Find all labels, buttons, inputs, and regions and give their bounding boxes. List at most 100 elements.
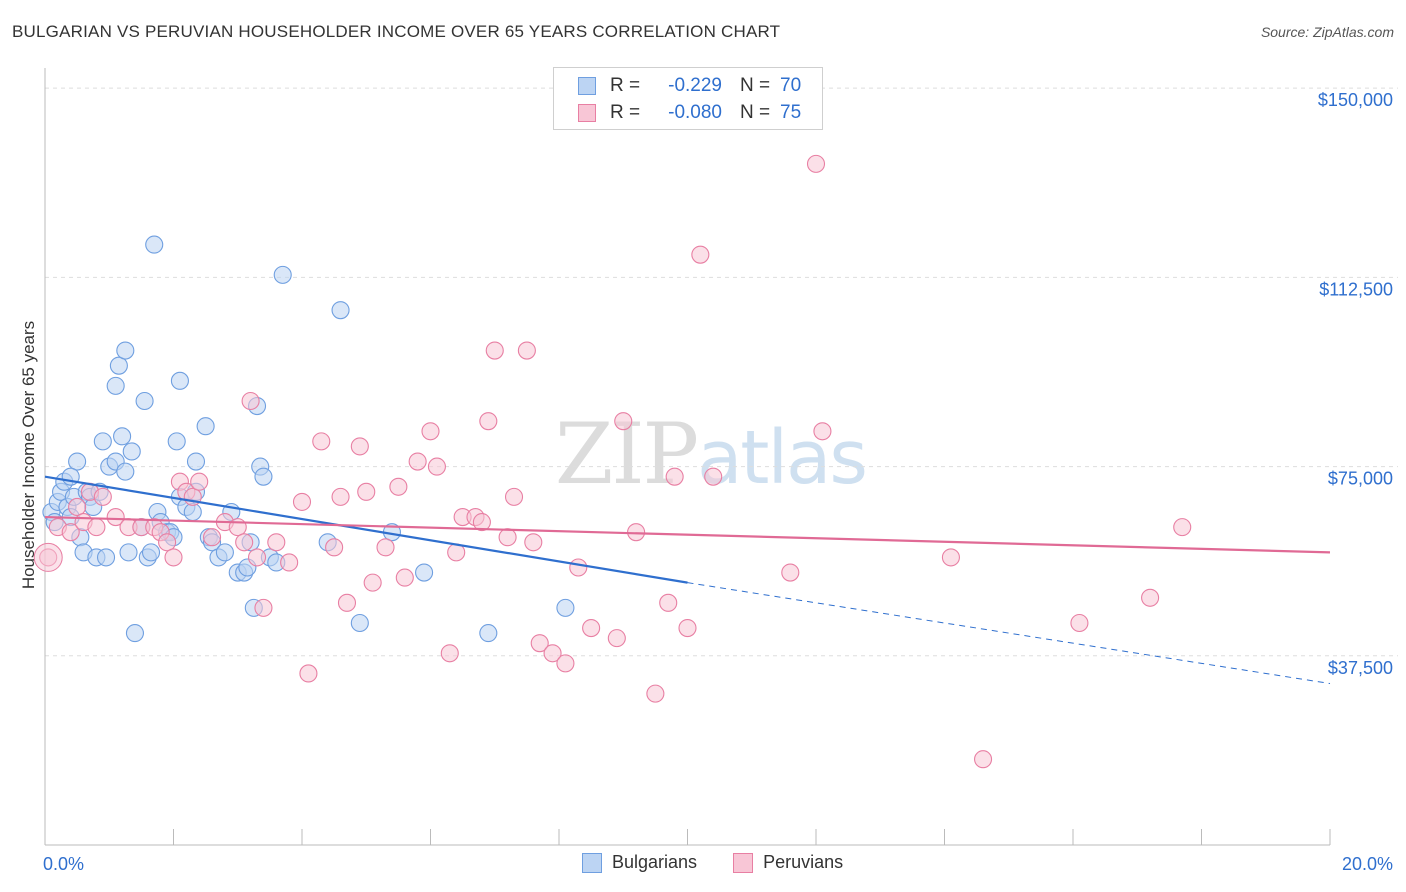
point-peruvians xyxy=(395,568,414,587)
trendline-extension-bulgarians xyxy=(687,582,1331,685)
point-peruvians xyxy=(498,528,517,547)
point-peruvians xyxy=(280,553,299,572)
point-bulgarians xyxy=(109,356,128,375)
legend-n-value: 70 xyxy=(780,75,802,96)
point-bulgarians xyxy=(106,376,125,395)
point-bulgarians xyxy=(145,235,164,254)
point-bulgarians xyxy=(135,391,154,411)
point-peruvians xyxy=(61,523,80,542)
point-peruvians xyxy=(504,487,524,506)
point-peruvians xyxy=(350,437,369,456)
point-peruvians xyxy=(659,593,678,612)
legend-row-bulgarians: R = -0.229 N = 70 xyxy=(578,74,810,98)
point-peruvians xyxy=(479,412,498,431)
y-tick-label: $37,500 xyxy=(1328,658,1393,678)
legend-label-bulgarians: Bulgarians xyxy=(612,852,698,872)
point-peruvians xyxy=(1070,613,1089,633)
point-bulgarians xyxy=(116,341,135,360)
point-peruvians xyxy=(408,452,427,471)
legend-r-label: R = xyxy=(610,102,641,123)
series-legend: Bulgarians Peruvians xyxy=(582,852,879,873)
stats-legend: R = -0.229 N = 70 R = -0.080 N = 75 xyxy=(553,67,823,130)
point-bulgarians xyxy=(116,462,135,481)
point-bulgarians xyxy=(273,265,292,284)
point-peruvians xyxy=(164,548,183,567)
point-peruvians xyxy=(254,598,273,617)
legend-swatch-peruvians xyxy=(578,104,596,122)
point-peruvians xyxy=(363,573,382,592)
legend-swatch-bulgarians xyxy=(578,77,596,95)
legend-item-bulgarians[interactable]: Bulgarians xyxy=(582,852,697,873)
point-bulgarians xyxy=(141,543,161,562)
point-peruvians xyxy=(646,684,665,703)
point-peruvians xyxy=(569,558,588,577)
point-peruvians xyxy=(427,457,446,476)
point-bulgarians xyxy=(415,563,434,582)
y-axis-title: Householder Income Over 65 years xyxy=(19,320,38,590)
trendline-bulgarians xyxy=(44,475,688,584)
point-bulgarians xyxy=(68,452,87,471)
x-tick-label: 20.0% xyxy=(1342,854,1393,874)
watermark-atlas: atlas xyxy=(697,415,868,501)
point-peruvians xyxy=(614,412,633,431)
point-peruvians xyxy=(106,507,125,527)
legend-r-label: R = xyxy=(610,75,641,96)
point-bulgarians xyxy=(479,624,498,643)
point-peruvians xyxy=(93,487,112,506)
point-peruvians xyxy=(190,472,209,491)
point-peruvians xyxy=(1141,588,1160,607)
legend-n-label: N = xyxy=(740,102,771,123)
point-peruvians xyxy=(524,533,543,552)
point-bulgarians xyxy=(125,624,144,643)
point-peruvians xyxy=(556,654,575,673)
legend-n-label: N = xyxy=(740,75,771,96)
point-peruvians xyxy=(941,548,960,567)
point-bulgarians xyxy=(119,543,138,562)
point-peruvians xyxy=(33,542,63,572)
point-peruvians xyxy=(517,341,536,360)
point-bulgarians xyxy=(350,613,369,633)
point-peruvians xyxy=(1173,518,1192,537)
y-tick-label: $112,500 xyxy=(1319,279,1393,299)
point-peruvians xyxy=(203,528,222,547)
point-peruvians xyxy=(806,154,826,173)
point-bulgarians xyxy=(113,427,132,446)
point-peruvians xyxy=(607,629,626,648)
point-bulgarians xyxy=(556,598,575,617)
point-peruvians xyxy=(337,593,357,612)
y-tick-label: $150,000 xyxy=(1318,90,1393,110)
legend-item-peruvians[interactable]: Peruvians xyxy=(733,852,843,873)
point-peruvians xyxy=(325,538,344,557)
point-peruvians xyxy=(376,538,395,557)
point-peruvians xyxy=(241,391,260,411)
chart-title: BULGARIAN VS PERUVIAN HOUSEHOLDER INCOME… xyxy=(12,22,781,41)
legend-swatch-bulgarians xyxy=(582,852,602,873)
point-bulgarians xyxy=(96,548,116,567)
y-tick-label: $75,000 xyxy=(1328,469,1393,489)
point-peruvians xyxy=(312,432,331,451)
point-peruvians xyxy=(235,533,254,552)
point-peruvians xyxy=(973,750,993,769)
point-peruvians xyxy=(158,533,177,552)
point-peruvians xyxy=(389,477,408,496)
legend-n-value: 75 xyxy=(780,102,802,123)
point-bulgarians xyxy=(254,467,273,486)
point-bulgarians xyxy=(170,371,189,390)
point-peruvians xyxy=(421,422,440,441)
point-peruvians xyxy=(68,497,87,517)
legend-r-value: -0.080 xyxy=(668,102,722,123)
legend-row-peruvians: R = -0.080 N = 75 xyxy=(578,101,810,125)
point-peruvians xyxy=(292,492,312,511)
point-peruvians xyxy=(247,548,267,567)
point-peruvians xyxy=(267,533,286,552)
point-bulgarians xyxy=(183,502,202,522)
point-peruvians xyxy=(665,467,684,486)
point-peruvians xyxy=(472,513,491,532)
point-peruvians xyxy=(357,482,376,501)
legend-swatch-peruvians xyxy=(733,852,754,873)
point-peruvians xyxy=(678,618,697,638)
point-peruvians xyxy=(485,341,504,360)
legend-label-peruvians: Peruvians xyxy=(763,852,844,872)
point-peruvians xyxy=(530,634,549,653)
point-bulgarians xyxy=(196,417,215,436)
